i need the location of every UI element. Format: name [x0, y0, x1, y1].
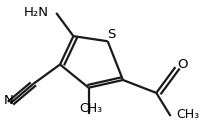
- Text: CH₃: CH₃: [176, 108, 199, 121]
- Text: N: N: [4, 94, 14, 107]
- Text: S: S: [107, 28, 116, 41]
- Text: CH₃: CH₃: [79, 102, 102, 115]
- Text: O: O: [178, 58, 188, 71]
- Text: H₂N: H₂N: [24, 6, 49, 19]
